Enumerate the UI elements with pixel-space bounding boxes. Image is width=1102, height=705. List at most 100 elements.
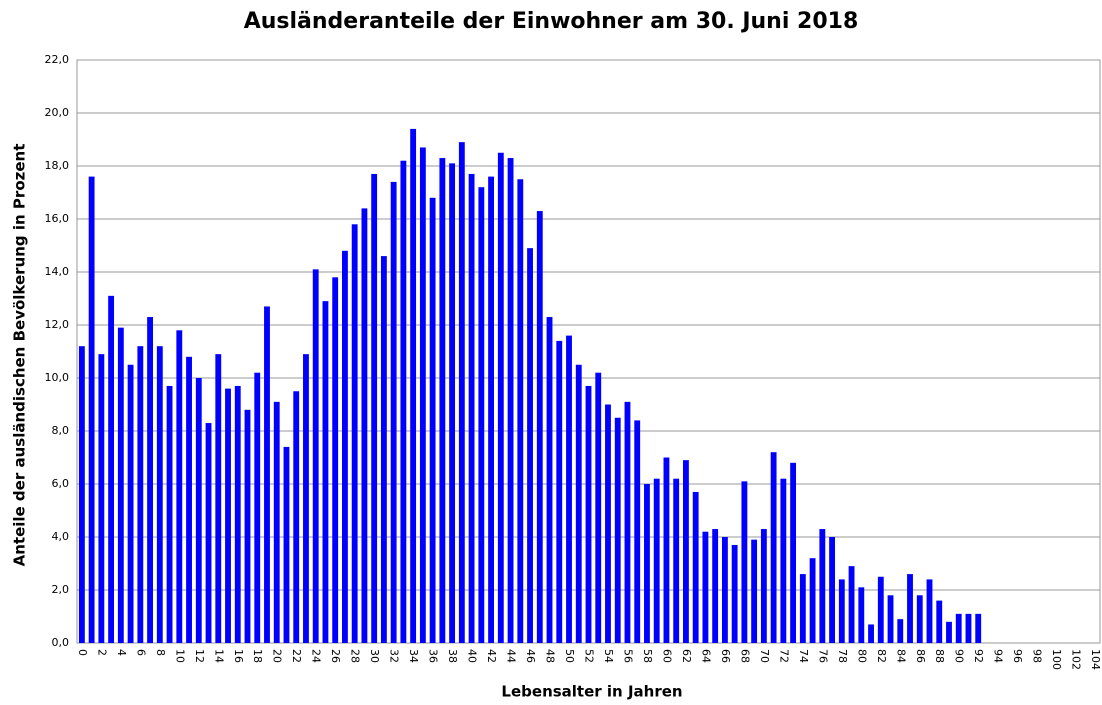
bar bbox=[186, 356, 192, 643]
x-tick-label: 44 bbox=[505, 649, 518, 663]
bar bbox=[653, 478, 660, 643]
bar bbox=[566, 335, 572, 643]
x-tick-label: 78 bbox=[836, 649, 849, 663]
bar bbox=[848, 566, 855, 643]
bar bbox=[663, 457, 670, 643]
bar bbox=[965, 613, 972, 643]
bar bbox=[907, 574, 913, 643]
x-tick-label: 62 bbox=[680, 649, 693, 663]
bar bbox=[283, 446, 290, 643]
x-tick-label: 68 bbox=[738, 649, 751, 663]
bar bbox=[536, 211, 543, 644]
x-tick-label: 72 bbox=[777, 649, 790, 663]
x-tick-label: 10 bbox=[173, 649, 186, 663]
bar bbox=[458, 142, 465, 643]
bar bbox=[215, 354, 222, 643]
x-tick-label: 2 bbox=[95, 649, 108, 656]
y-tick-label: 6,0 bbox=[52, 477, 70, 490]
bar bbox=[264, 306, 270, 643]
bar bbox=[303, 354, 309, 643]
bar bbox=[546, 317, 553, 643]
x-tick-label: 22 bbox=[290, 649, 303, 663]
bar bbox=[176, 330, 183, 643]
bar bbox=[293, 391, 300, 643]
bar bbox=[390, 181, 397, 643]
x-tick-label: 58 bbox=[641, 649, 654, 663]
x-tick-label: 100 bbox=[1050, 649, 1063, 670]
bar bbox=[741, 481, 748, 643]
x-tick-label: 52 bbox=[583, 649, 596, 663]
bar bbox=[137, 346, 144, 643]
bar bbox=[838, 579, 845, 643]
bar bbox=[731, 544, 738, 643]
bar bbox=[926, 579, 933, 643]
bar bbox=[760, 529, 767, 643]
bar bbox=[955, 613, 962, 643]
bar bbox=[858, 587, 865, 643]
bar bbox=[556, 340, 563, 643]
bar bbox=[400, 160, 407, 643]
bar bbox=[575, 364, 582, 643]
x-tick-label: 30 bbox=[368, 649, 381, 663]
x-tick-label: 46 bbox=[524, 649, 537, 663]
x-tick-label: 90 bbox=[953, 649, 966, 663]
bar bbox=[712, 529, 719, 643]
bar bbox=[225, 388, 231, 643]
y-tick-label: 18,0 bbox=[45, 159, 70, 172]
bar bbox=[108, 295, 115, 643]
x-tick-label: 26 bbox=[329, 649, 342, 663]
bar bbox=[799, 574, 806, 643]
bar bbox=[614, 417, 621, 643]
x-tick-label: 6 bbox=[134, 649, 147, 656]
x-tick-label: 36 bbox=[427, 649, 440, 663]
x-tick-label: 4 bbox=[115, 649, 128, 656]
x-tick-label: 0 bbox=[76, 649, 89, 656]
bar bbox=[449, 163, 456, 643]
x-tick-label: 94 bbox=[992, 649, 1005, 663]
bar bbox=[488, 176, 494, 643]
bar bbox=[517, 179, 524, 643]
x-tick-label: 80 bbox=[855, 649, 868, 663]
bar bbox=[692, 491, 699, 643]
x-tick-label: 38 bbox=[446, 649, 459, 663]
bar bbox=[868, 624, 874, 643]
bar bbox=[371, 173, 378, 643]
bar bbox=[98, 354, 105, 643]
bar bbox=[244, 409, 251, 643]
bar bbox=[946, 621, 952, 643]
bar bbox=[673, 478, 680, 643]
bar bbox=[478, 187, 485, 643]
x-tick-label: 56 bbox=[621, 649, 634, 663]
bar bbox=[595, 372, 602, 643]
x-tick-label: 84 bbox=[894, 649, 907, 663]
y-tick-label: 8,0 bbox=[52, 424, 70, 437]
bar bbox=[332, 277, 339, 643]
bar bbox=[829, 537, 835, 643]
y-tick-label: 22,0 bbox=[45, 53, 70, 66]
bar bbox=[127, 364, 134, 643]
x-tick-label: 14 bbox=[212, 649, 225, 663]
x-tick-label: 40 bbox=[466, 649, 479, 663]
bar bbox=[819, 529, 826, 643]
bar bbox=[234, 385, 241, 643]
chart-title: Ausländeranteile der Einwohner am 30. Ju… bbox=[244, 9, 859, 34]
x-tick-label: 54 bbox=[602, 649, 615, 663]
bar bbox=[195, 378, 202, 643]
y-axis-title: Anteile der ausländischen Bevölkerung in… bbox=[11, 144, 29, 567]
x-tick-label: 92 bbox=[972, 649, 985, 663]
bar bbox=[702, 531, 709, 643]
bar bbox=[527, 248, 533, 643]
x-tick-label: 60 bbox=[660, 649, 673, 663]
bar bbox=[751, 539, 758, 643]
bar bbox=[644, 484, 650, 643]
x-tick-label: 18 bbox=[251, 649, 264, 663]
bar bbox=[254, 372, 261, 643]
y-tick-label: 14,0 bbox=[45, 265, 70, 278]
bar bbox=[790, 462, 797, 643]
y-tick-label: 20,0 bbox=[45, 106, 70, 119]
x-tick-label: 66 bbox=[719, 649, 732, 663]
x-tick-label: 64 bbox=[699, 649, 712, 663]
bar bbox=[634, 420, 641, 643]
y-tick-label: 4,0 bbox=[52, 530, 70, 543]
